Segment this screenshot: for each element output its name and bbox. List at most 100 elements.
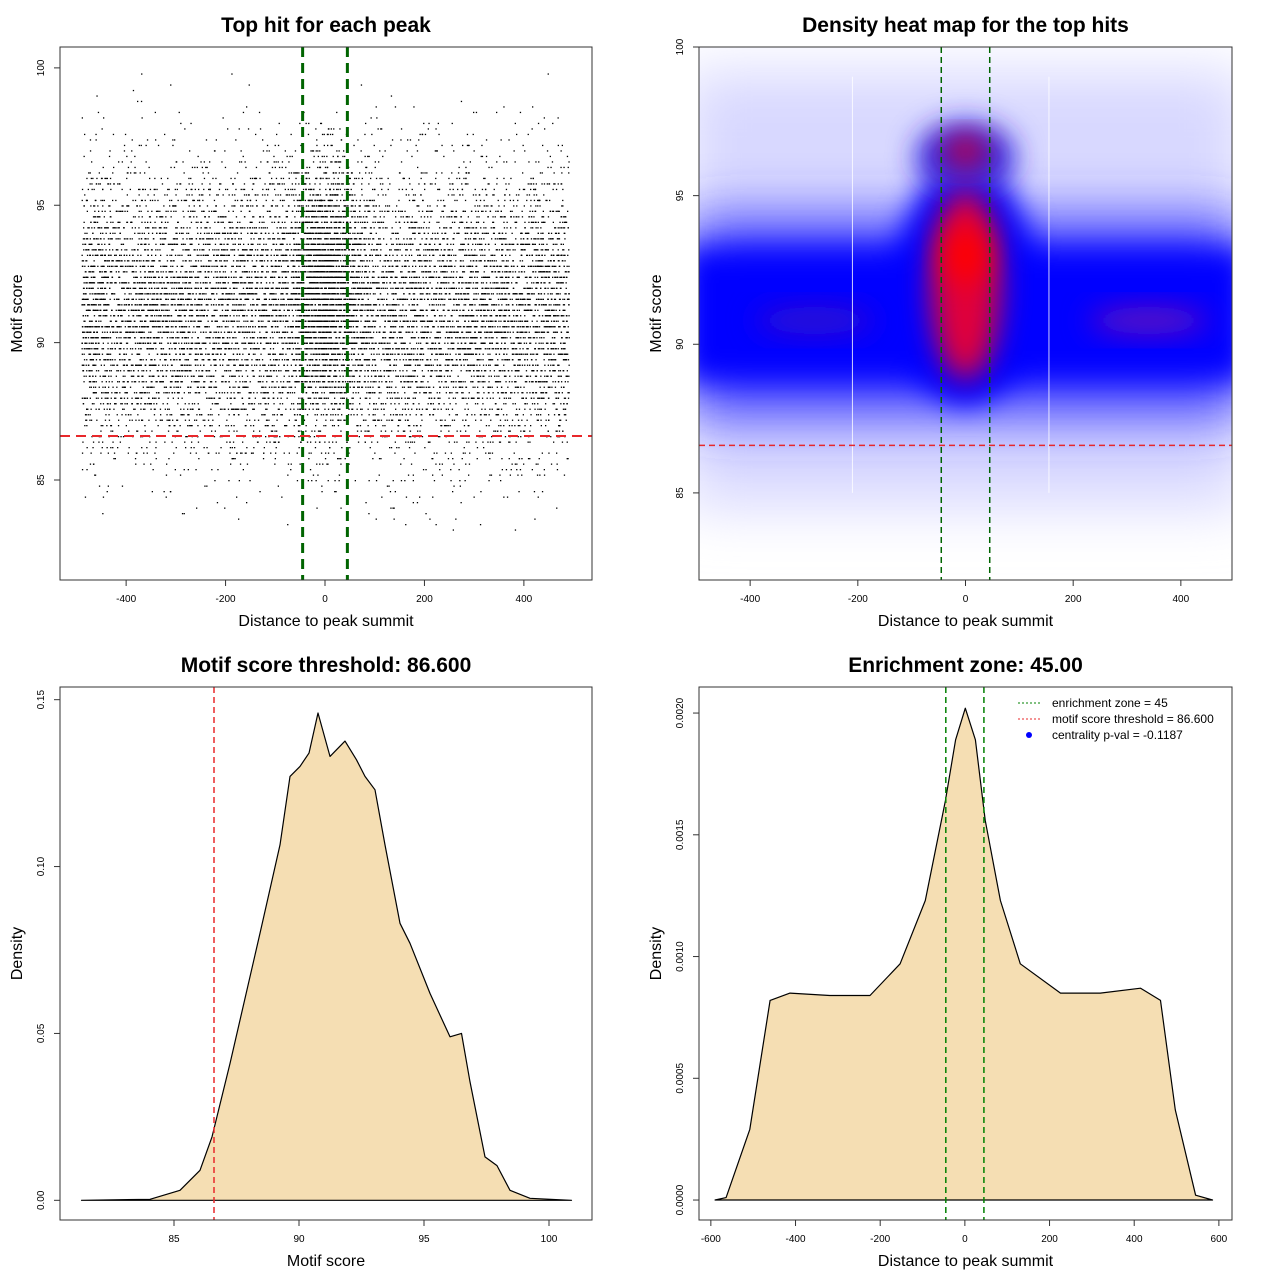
data-point <box>561 172 563 174</box>
data-point <box>176 238 178 240</box>
data-point <box>112 199 114 202</box>
data-point <box>490 337 492 339</box>
data-point <box>298 315 300 317</box>
data-point <box>241 342 243 344</box>
data-point <box>199 293 202 295</box>
data-point <box>236 172 239 174</box>
data-point <box>488 480 490 482</box>
data-point <box>499 326 501 328</box>
data-point <box>395 287 398 289</box>
data-point <box>189 309 192 311</box>
data-point <box>100 254 102 256</box>
data-point <box>300 249 302 251</box>
data-point <box>139 282 141 284</box>
data-point <box>295 309 297 311</box>
data-point <box>175 353 177 355</box>
data-point <box>86 298 88 300</box>
data-point <box>298 331 300 333</box>
data-point <box>275 386 277 388</box>
data-point <box>540 293 542 295</box>
data-point <box>188 194 190 196</box>
data-point <box>308 452 310 454</box>
data-point <box>435 172 438 174</box>
data-point <box>371 254 373 256</box>
data-point <box>330 161 332 163</box>
data-point <box>427 271 430 273</box>
data-point <box>331 353 333 355</box>
data-point <box>91 249 93 251</box>
data-point <box>537 232 539 234</box>
data-point <box>113 298 116 300</box>
data-point <box>514 221 516 223</box>
data-point <box>554 386 557 388</box>
data-point <box>263 298 266 300</box>
data-point <box>93 282 96 284</box>
data-point <box>550 232 553 234</box>
data-point <box>356 381 359 383</box>
data-point <box>109 238 111 240</box>
data-point <box>396 348 398 350</box>
data-point <box>437 199 439 202</box>
data-point <box>246 419 248 421</box>
data-point <box>568 392 570 394</box>
data-point <box>252 298 254 300</box>
data-point <box>440 353 442 355</box>
data-point <box>299 359 301 361</box>
data-point <box>223 254 226 256</box>
data-point <box>518 276 520 278</box>
data-point <box>248 287 251 289</box>
data-point <box>107 337 109 339</box>
data-point <box>395 221 397 223</box>
data-point <box>247 128 250 130</box>
data-point <box>336 161 338 163</box>
data-point <box>201 210 203 212</box>
data-point <box>381 271 383 273</box>
data-point <box>138 348 140 350</box>
data-point <box>188 205 190 207</box>
data-point <box>197 381 199 383</box>
data-point <box>210 386 213 388</box>
data-point <box>173 452 175 454</box>
data-point <box>141 326 143 328</box>
data-point <box>85 375 87 377</box>
data-point <box>466 227 468 229</box>
data-point <box>486 397 488 399</box>
data-point <box>273 298 275 300</box>
data-point <box>400 375 402 377</box>
data-point <box>452 320 454 322</box>
data-point <box>463 447 465 449</box>
data-point <box>420 320 422 322</box>
data-point <box>285 210 287 212</box>
data-point <box>283 183 285 185</box>
data-point <box>518 271 520 273</box>
data-point <box>466 232 469 234</box>
data-point <box>563 298 566 300</box>
data-point <box>227 309 229 311</box>
data-point <box>562 276 565 278</box>
data-point <box>152 348 154 350</box>
data-point <box>528 293 531 295</box>
data-point <box>406 381 408 383</box>
data-point <box>81 117 83 119</box>
data-point <box>415 249 418 251</box>
data-point <box>353 293 355 295</box>
data-point <box>255 348 258 350</box>
data-point <box>451 309 454 311</box>
data-point <box>490 309 492 311</box>
data-point <box>144 403 146 405</box>
data-point <box>290 386 292 388</box>
data-point <box>259 260 261 262</box>
data-point <box>371 441 373 443</box>
data-point <box>281 166 283 169</box>
data-point <box>201 166 203 169</box>
data-point <box>200 161 202 163</box>
data-point <box>431 370 434 372</box>
data-point <box>329 304 331 306</box>
data-point <box>268 150 270 152</box>
data-point <box>419 232 421 234</box>
data-point <box>190 364 192 366</box>
data-point <box>256 304 258 306</box>
data-point <box>421 408 424 410</box>
data-point <box>266 392 269 394</box>
data-point <box>235 304 238 306</box>
